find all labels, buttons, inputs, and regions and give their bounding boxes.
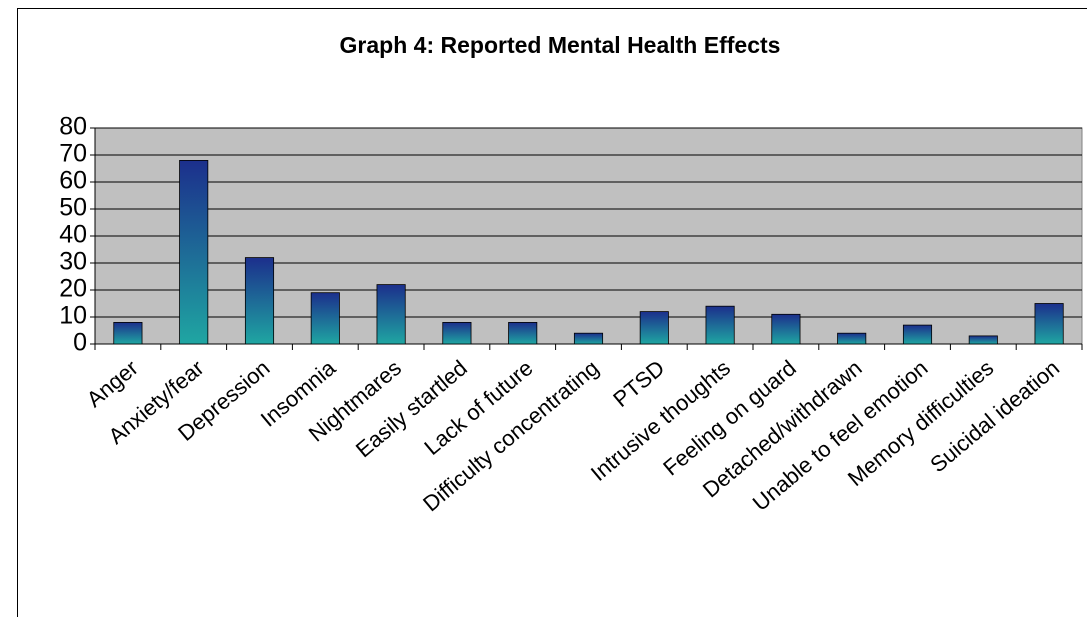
bar <box>113 321 143 345</box>
bar <box>968 335 998 345</box>
y-tick-label: 20 <box>59 275 87 303</box>
bar <box>179 159 209 345</box>
bar <box>902 324 933 345</box>
bar <box>573 332 604 345</box>
chart-title: Graph 4: Reported Mental Health Effects <box>340 32 781 58</box>
y-tick-label: 60 <box>59 167 87 195</box>
bar <box>771 313 801 345</box>
bar <box>508 321 538 345</box>
y-tick-label: 40 <box>59 221 87 249</box>
bar <box>310 292 340 345</box>
bar <box>705 305 735 345</box>
bar <box>639 311 669 345</box>
bar <box>837 332 867 345</box>
y-tick-label: 0 <box>73 329 87 357</box>
bar <box>244 257 275 345</box>
bar <box>1034 303 1064 345</box>
bar <box>376 284 406 345</box>
y-tick-label: 80 <box>59 113 87 141</box>
y-tick-label: 50 <box>59 194 87 222</box>
bar <box>442 321 472 345</box>
y-tick-label: 30 <box>59 248 87 276</box>
y-tick-label: 10 <box>59 302 87 330</box>
y-tick-label: 70 <box>59 140 87 168</box>
